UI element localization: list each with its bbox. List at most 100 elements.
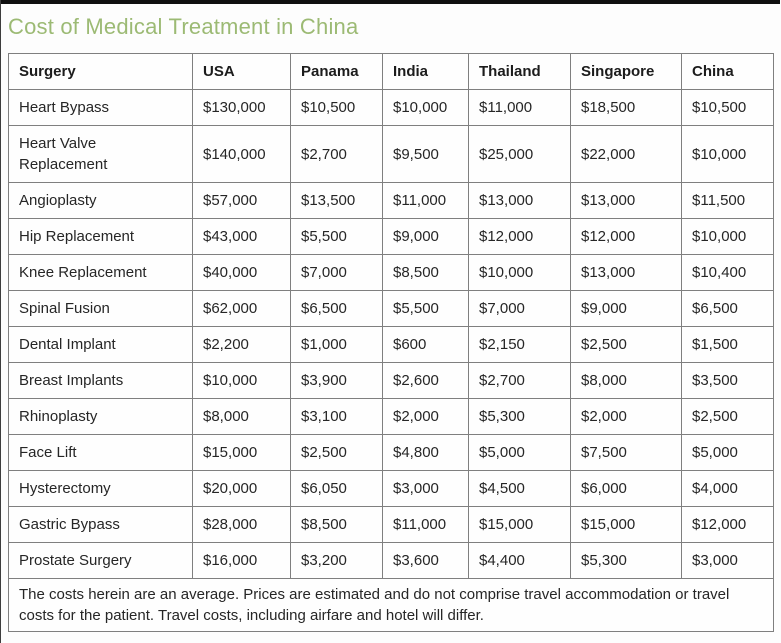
table-row: Gastric Bypass $28,000 $8,500 $11,000 $15,00… [8, 506, 774, 543]
price-cell: $1,000 [290, 326, 383, 363]
price-cell: $25,000 [468, 125, 571, 183]
price-cell: $6,050 [290, 470, 383, 507]
cost-table: Surgery USA Panama India Thailand Singapore Ch… [8, 53, 774, 632]
surgery-cell: Prostate Surgery [8, 542, 193, 579]
price-cell: $4,400 [468, 542, 571, 579]
price-cell: $20,000 [192, 470, 291, 507]
column-header: Panama [290, 53, 383, 90]
price-cell: $2,000 [570, 398, 682, 435]
surgery-cell: Spinal Fusion [8, 290, 193, 327]
price-cell: $2,150 [468, 326, 571, 363]
price-cell: $2,600 [382, 362, 469, 399]
price-cell: $16,000 [192, 542, 291, 579]
page-title: Cost of Medical Treatment in China [8, 14, 359, 39]
price-cell: $12,000 [468, 218, 571, 255]
footnote-row: The costs herein are an average. Prices … [8, 578, 774, 632]
price-cell: $6,500 [290, 290, 383, 327]
price-cell: $4,000 [681, 470, 774, 507]
price-cell: $18,500 [570, 89, 682, 126]
surgery-cell: Heart Bypass [8, 89, 193, 126]
price-cell: $9,500 [382, 125, 469, 183]
table-row: Hip Replacement $43,000 $5,500 $9,000 $12,00… [8, 218, 774, 255]
table-row: Heart Bypass $130,000 $10,500 $10,000 $11,00… [8, 89, 774, 126]
price-cell: $13,000 [570, 182, 682, 219]
table-row: Breast Implants $10,000 $3,900 $2,600 $2,700… [8, 362, 774, 399]
table-row: Rhinoplasty $8,000 $3,100 $2,000 $5,300 $2,00… [8, 398, 774, 435]
price-cell: $6,000 [570, 470, 682, 507]
price-cell: $2,700 [468, 362, 571, 399]
price-cell: $10,000 [681, 218, 774, 255]
column-header: China [681, 53, 774, 90]
price-cell: $62,000 [192, 290, 291, 327]
price-cell: $9,000 [570, 290, 682, 327]
price-cell: $13,500 [290, 182, 383, 219]
price-cell: $5,500 [382, 290, 469, 327]
price-cell: $3,200 [290, 542, 383, 579]
price-cell: $13,000 [468, 182, 571, 219]
table-row: Prostate Surgery $16,000 $3,200 $3,600 $4,40… [8, 542, 774, 579]
price-cell: $4,500 [468, 470, 571, 507]
price-cell: $600 [382, 326, 469, 363]
price-cell: $8,000 [570, 362, 682, 399]
price-cell: $12,000 [570, 218, 682, 255]
price-cell: $9,000 [382, 218, 469, 255]
price-cell: $2,200 [192, 326, 291, 363]
price-cell: $10,400 [681, 254, 774, 291]
price-cell: $7,000 [468, 290, 571, 327]
price-cell: $40,000 [192, 254, 291, 291]
price-cell: $6,500 [681, 290, 774, 327]
price-cell: $2,500 [570, 326, 682, 363]
price-cell: $28,000 [192, 506, 291, 543]
price-cell: $5,300 [570, 542, 682, 579]
price-cell: $3,500 [681, 362, 774, 399]
price-cell: $4,800 [382, 434, 469, 471]
price-cell: $130,000 [192, 89, 291, 126]
surgery-cell: Face Lift [8, 434, 193, 471]
header-row: Surgery USA Panama India Thailand Singapore Ch… [8, 53, 774, 90]
surgery-cell: Hip Replacement [8, 218, 193, 255]
surgery-cell: Angioplasty [8, 182, 193, 219]
price-cell: $7,000 [290, 254, 383, 291]
price-cell: $8,000 [192, 398, 291, 435]
price-cell: $8,500 [382, 254, 469, 291]
price-cell: $3,600 [382, 542, 469, 579]
table-row: Spinal Fusion $62,000 $6,500 $5,500 $7,000 $9… [8, 290, 774, 327]
price-cell: $10,000 [468, 254, 571, 291]
price-cell: $2,000 [382, 398, 469, 435]
price-cell: $11,000 [382, 182, 469, 219]
price-cell: $10,000 [192, 362, 291, 399]
price-cell: $10,500 [290, 89, 383, 126]
surgery-cell: Dental Implant [8, 326, 193, 363]
price-cell: $43,000 [192, 218, 291, 255]
table-row: Knee Replacement $40,000 $7,000 $8,500 $10,0… [8, 254, 774, 291]
price-cell: $2,500 [290, 434, 383, 471]
price-cell: $3,000 [382, 470, 469, 507]
column-header: Surgery [8, 53, 193, 90]
column-header: Singapore [570, 53, 682, 90]
table-body: Heart Bypass $130,000 $10,500 $10,000 $11,00… [8, 89, 774, 579]
price-cell: $11,000 [468, 89, 571, 126]
surgery-cell: Heart Valve Replacement [8, 125, 193, 183]
surgery-cell: Knee Replacement [8, 254, 193, 291]
surgery-cell: Hysterectomy [8, 470, 193, 507]
table-row: Hysterectomy $20,000 $6,050 $3,000 $4,500 $6,… [8, 470, 774, 507]
table-row: Face Lift $15,000 $2,500 $4,800 $5,000 $7,500… [8, 434, 774, 471]
table-footnote: The costs herein are an average. Prices … [8, 578, 774, 632]
top-edge-bar [1, 0, 780, 4]
price-cell: $11,000 [382, 506, 469, 543]
price-cell: $22,000 [570, 125, 682, 183]
price-cell: $5,000 [681, 434, 774, 471]
price-cell: $10,000 [681, 125, 774, 183]
price-cell: $3,900 [290, 362, 383, 399]
price-cell: $57,000 [192, 182, 291, 219]
surgery-cell: Breast Implants [8, 362, 193, 399]
price-cell: $15,000 [192, 434, 291, 471]
price-cell: $12,000 [681, 506, 774, 543]
price-cell: $3,000 [681, 542, 774, 579]
table-row: Heart Valve Replacement $140,000 $2,700 $9,… [8, 125, 774, 183]
price-cell: $140,000 [192, 125, 291, 183]
price-cell: $2,700 [290, 125, 383, 183]
price-cell: $11,500 [681, 182, 774, 219]
price-cell: $5,300 [468, 398, 571, 435]
